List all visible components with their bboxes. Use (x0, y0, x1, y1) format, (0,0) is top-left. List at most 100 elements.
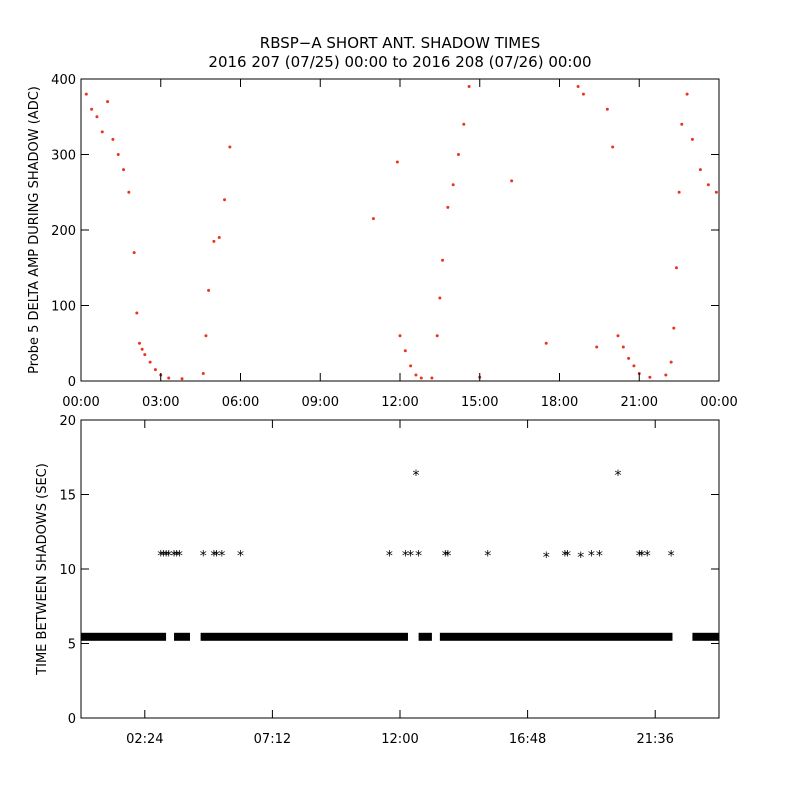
bottom-data-points: ******* * *** * * **** ** * * ** * * ***** * (81, 468, 719, 641)
data-point (371, 217, 375, 221)
top-axis-ticks: 00:00 03:00 06:00 09:00 12:00 15:00 18:00 21:00… (51, 73, 738, 410)
data-point (685, 92, 689, 96)
data-point (467, 85, 471, 89)
data-point (100, 130, 104, 134)
data-point: * (614, 468, 621, 484)
data-point (690, 137, 694, 141)
top-x-tick-label: 00:00 (62, 395, 99, 410)
top-y-tick-label: 300 (51, 149, 76, 164)
data-point: * (213, 549, 220, 565)
data-point (167, 376, 171, 380)
bottom-y-axis-label: TIME BETWEEN SHADOWS (SEC) (35, 463, 50, 676)
data-point (90, 107, 94, 111)
top-x-tick-label: 15:00 (461, 395, 498, 410)
bottom-panel: ******* * *** * * **** ** * * ** * * ***** * 02:24 07:… (35, 414, 720, 747)
data-point (677, 190, 681, 194)
data-point (438, 296, 442, 300)
data-point (204, 334, 208, 338)
data-point (611, 145, 615, 149)
data-point (127, 190, 131, 194)
data-point (510, 179, 514, 183)
data-point: * (668, 549, 675, 565)
data-point: * (407, 549, 414, 565)
data-point (576, 85, 580, 89)
bottom-y-tick-label: 0 (68, 712, 76, 727)
data-point: * (210, 549, 217, 565)
bottom-y-tick-label: 15 (59, 489, 76, 504)
data-point (621, 345, 625, 349)
bottom-x-tick-label: 07:12 (254, 732, 291, 747)
data-point (135, 311, 139, 315)
data-point (180, 377, 184, 381)
data-point (409, 364, 413, 368)
data-point (395, 160, 399, 164)
data-point (419, 376, 423, 380)
data-point: * (237, 549, 244, 565)
data-point (544, 341, 548, 345)
data-point (680, 122, 684, 126)
baseline-marker-band (200, 632, 408, 641)
data-point (627, 356, 631, 360)
data-point: * (543, 550, 550, 566)
data-point (456, 153, 460, 156)
baseline-marker-band (418, 632, 432, 641)
baseline-marker-band (439, 632, 673, 641)
data-point: * (442, 549, 449, 565)
data-point (116, 153, 120, 156)
data-point (403, 349, 407, 353)
data-point: * (386, 549, 393, 565)
data-point (669, 360, 673, 364)
chart-title-line1: RBSP−A SHORT ANT. SHADOW TIMES (260, 34, 540, 52)
data-point: * (402, 549, 409, 565)
data-point (616, 334, 620, 338)
data-point (132, 251, 136, 255)
data-point (595, 345, 599, 349)
data-point: * (596, 549, 603, 565)
bottom-y-tick-label: 10 (59, 563, 76, 578)
top-y-tick-label: 0 (68, 375, 76, 390)
data-point (398, 334, 402, 338)
data-point: * (564, 549, 571, 565)
data-point (111, 137, 115, 141)
data-point: * (173, 549, 180, 565)
data-point (212, 239, 216, 243)
data-point: * (644, 549, 651, 565)
data-point (648, 375, 652, 379)
data-point (430, 376, 434, 380)
data-point (462, 122, 466, 126)
baseline-marker-band (81, 632, 167, 641)
bottom-x-tick-label: 16:48 (509, 732, 546, 747)
data-point (143, 353, 147, 357)
data-point: * (638, 549, 645, 565)
data-point: * (577, 550, 584, 566)
bottom-x-tick-label: 12:00 (381, 732, 418, 747)
data-point: * (160, 549, 167, 565)
data-point: * (218, 549, 225, 565)
data-point (137, 341, 141, 345)
top-x-tick-label: 00:00 (700, 395, 737, 410)
data-point: * (200, 549, 207, 565)
top-x-tick-label: 09:00 (302, 395, 339, 410)
bottom-axis-ticks: 02:24 07:12 12:00 16:48 21:36 0 5 10 15 20 (59, 414, 719, 747)
data-point (674, 266, 678, 270)
data-point (140, 347, 144, 351)
data-point (706, 183, 710, 187)
data-point (217, 236, 221, 240)
baseline-marker-band (692, 632, 719, 641)
data-point (632, 364, 636, 368)
data-point (84, 92, 88, 96)
data-point (122, 168, 126, 172)
data-point (106, 100, 110, 104)
data-point (435, 334, 439, 338)
data-point: * (484, 549, 491, 565)
data-point (446, 205, 450, 209)
top-panel: 00:00 03:00 06:00 09:00 12:00 15:00 18:00 21:00… (27, 73, 738, 410)
top-x-tick-label: 18:00 (541, 395, 578, 410)
data-point: * (444, 549, 451, 565)
top-y-tick-label: 100 (51, 300, 76, 315)
data-point: * (561, 549, 568, 565)
data-point (95, 115, 99, 119)
chart-title-line2: 2016 207 (07/25) 00:00 to 2016 208 (07/2… (208, 53, 591, 71)
data-point: * (636, 549, 643, 565)
data-point: * (588, 549, 595, 565)
